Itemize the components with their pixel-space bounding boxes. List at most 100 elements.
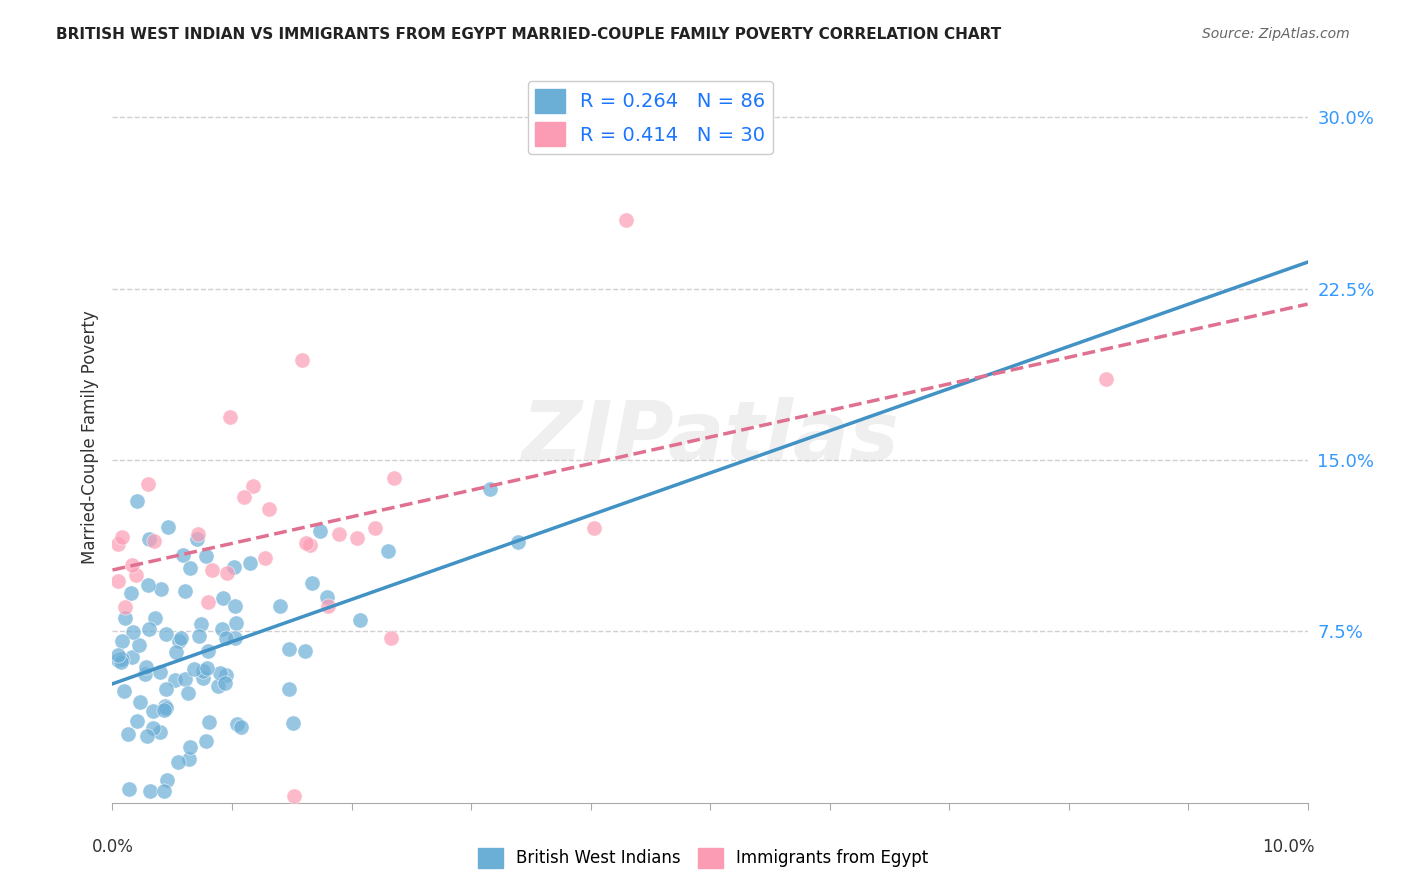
Point — [142, 721, 165, 735]
Point — [174, 672, 197, 686]
Point — [156, 773, 179, 788]
Point — [177, 752, 200, 766]
Legend: R = 0.264   N = 86, R = 0.414   N = 30: R = 0.264 N = 86, R = 0.414 N = 30 — [527, 81, 773, 153]
Point — [114, 599, 136, 614]
Point — [506, 534, 529, 549]
Point — [232, 491, 254, 505]
Point — [364, 520, 387, 534]
Point — [212, 591, 235, 605]
Point — [114, 610, 136, 624]
Point — [150, 582, 173, 596]
Point — [283, 715, 305, 730]
Point — [149, 725, 172, 739]
Point — [125, 714, 148, 728]
Point — [201, 563, 224, 577]
Point — [190, 616, 212, 631]
Point — [138, 477, 160, 491]
Point — [136, 578, 159, 592]
Point — [479, 482, 502, 496]
Point — [139, 784, 162, 798]
Point — [138, 533, 160, 547]
Point — [118, 781, 141, 796]
Point — [142, 704, 165, 718]
Point — [222, 560, 245, 574]
Point — [129, 695, 152, 709]
Point — [122, 625, 145, 640]
Point — [239, 556, 262, 570]
Point — [277, 641, 299, 656]
Point — [155, 681, 177, 696]
Point — [125, 568, 148, 582]
Point — [120, 586, 142, 600]
Point — [107, 648, 129, 662]
Point — [229, 720, 252, 734]
Point — [215, 667, 238, 681]
Point — [127, 494, 149, 508]
Point — [316, 599, 339, 614]
Point — [377, 544, 399, 558]
Text: BRITISH WEST INDIAN VS IMMIGRANTS FROM EGYPT MARRIED-COUPLE FAMILY POVERTY CORRE: BRITISH WEST INDIAN VS IMMIGRANTS FROM E… — [56, 27, 1001, 42]
Point — [211, 623, 233, 637]
Point — [128, 639, 150, 653]
Point — [349, 614, 371, 628]
Point — [111, 652, 134, 666]
Point — [107, 574, 129, 589]
Point — [242, 479, 264, 493]
Point — [208, 665, 231, 680]
Point — [294, 643, 316, 657]
Point — [283, 789, 305, 803]
Point — [207, 679, 229, 693]
Point — [299, 538, 322, 552]
Point — [193, 664, 215, 678]
Point — [179, 739, 201, 754]
Point — [197, 714, 219, 729]
Point — [170, 631, 193, 645]
Y-axis label: Married-Couple Family Poverty: Married-Couple Family Poverty — [80, 310, 98, 564]
Point — [616, 213, 638, 227]
Point — [1095, 372, 1118, 386]
Point — [217, 566, 239, 581]
Point — [187, 630, 209, 644]
Point — [328, 527, 350, 541]
Point — [153, 703, 176, 717]
Text: ZIPatlas: ZIPatlas — [522, 397, 898, 477]
Point — [583, 521, 606, 535]
Point — [148, 665, 170, 679]
Point — [155, 701, 177, 715]
Point — [308, 524, 330, 538]
Point — [121, 558, 143, 572]
Point — [107, 537, 129, 551]
Point — [226, 717, 249, 731]
Point — [197, 595, 219, 609]
Point — [142, 534, 165, 549]
Point — [346, 531, 368, 545]
Point — [112, 684, 135, 698]
Point — [257, 502, 280, 516]
Legend: British West Indians, Immigrants from Egypt: British West Indians, Immigrants from Eg… — [471, 841, 935, 875]
Point — [215, 632, 238, 646]
Point — [107, 653, 129, 667]
Point — [152, 784, 174, 798]
Point — [145, 611, 167, 625]
Point — [214, 676, 236, 690]
Point — [291, 353, 314, 368]
Point — [111, 634, 134, 648]
Point — [269, 599, 291, 614]
Point — [121, 649, 143, 664]
Point — [301, 576, 323, 591]
Point — [278, 681, 301, 696]
Point — [136, 729, 159, 743]
Point — [165, 645, 187, 659]
Point — [315, 590, 337, 604]
Point — [195, 661, 218, 675]
Text: Source: ZipAtlas.com: Source: ZipAtlas.com — [1202, 27, 1350, 41]
Point — [117, 727, 139, 741]
Point — [153, 698, 176, 713]
Point — [179, 561, 201, 575]
Point — [135, 660, 157, 674]
Point — [138, 622, 160, 636]
Point — [225, 615, 247, 630]
Point — [183, 662, 205, 676]
Point — [110, 655, 132, 669]
Point — [195, 549, 218, 563]
